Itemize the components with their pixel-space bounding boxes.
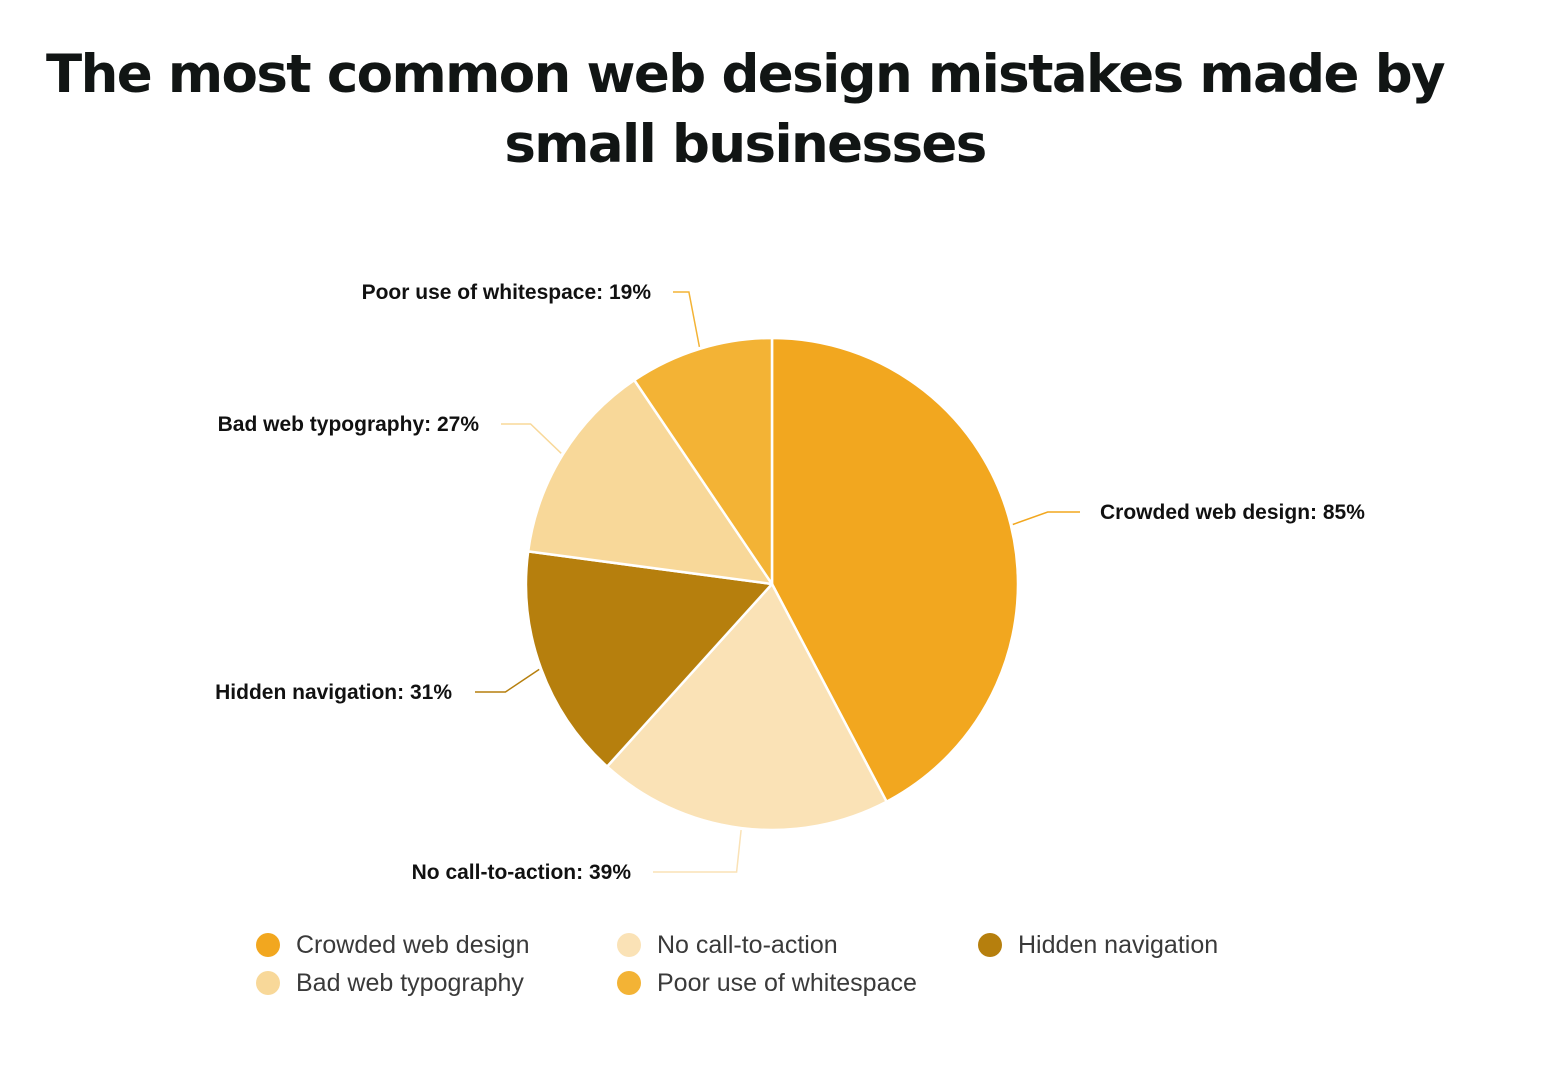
leader-line-crowded-web-design	[1012, 511, 1080, 526]
leader-line-no-call-to-action	[653, 830, 742, 873]
legend-swatch	[256, 933, 280, 957]
slice-label-hidden-navigation: Hidden navigation: 31%	[215, 681, 452, 704]
legend-item-poor-use-of-whitespace[interactable]: Poor use of whitespace	[617, 968, 978, 998]
pie-slice-poor-use-of-whitespace[interactable]	[633, 336, 774, 586]
slice-label-no-call-to-action: No call-to-action: 39%	[412, 861, 632, 884]
legend-label: Hidden navigation	[1018, 930, 1219, 959]
legend-item-no-call-to-action[interactable]: No call-to-action	[617, 930, 978, 960]
pie-slice-crowded-web-design[interactable]	[770, 336, 1020, 803]
legend-item-crowded-web-design[interactable]: Crowded web design	[256, 930, 617, 960]
legend-swatch	[617, 933, 641, 957]
leader-line-poor-use-of-whitespace	[673, 291, 701, 348]
slice-label-poor-use-of-whitespace: Poor use of whitespace: 19%	[362, 281, 652, 304]
pie-slice-bad-web-typography[interactable]	[526, 378, 774, 586]
legend-swatch	[978, 933, 1002, 957]
legend-swatch	[256, 971, 280, 995]
pie-slice-no-call-to-action[interactable]	[605, 582, 888, 832]
slice-label-crowded-web-design: Crowded web design: 85%	[1100, 501, 1365, 524]
pie-slice-hidden-navigation[interactable]	[524, 550, 774, 768]
legend-swatch	[617, 971, 641, 995]
leader-line-bad-web-typography	[501, 423, 562, 454]
legend-item-bad-web-typography[interactable]: Bad web typography	[256, 968, 617, 998]
legend-label: Crowded web design	[296, 930, 530, 959]
legend: Crowded web design No call-to-action Hidde…	[256, 930, 1356, 998]
legend-label: Bad web typography	[296, 968, 524, 997]
legend-label: No call-to-action	[657, 930, 838, 959]
chart-title: The most common web design mistakes made…	[46, 44, 1446, 175]
leader-line-hidden-navigation	[475, 668, 540, 693]
slice-label-bad-web-typography: Bad web typography: 27%	[218, 413, 480, 436]
legend-item-hidden-navigation[interactable]: Hidden navigation	[978, 930, 1339, 960]
legend-label: Poor use of whitespace	[657, 968, 917, 997]
